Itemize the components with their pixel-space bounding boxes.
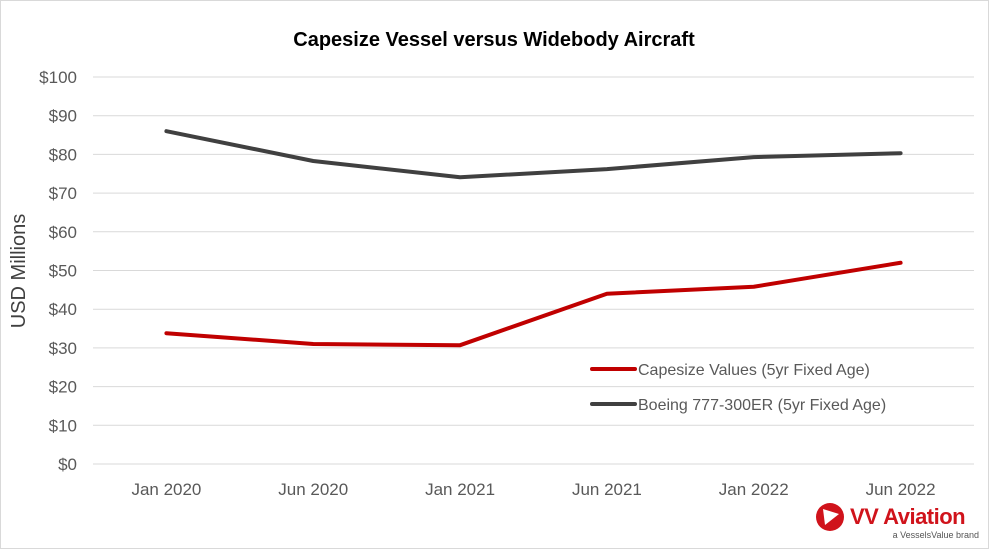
x-tick-labels: Jan 2020 Jun 2020 Jan 2021 Jun 2021 Jan 2022… — [131, 480, 935, 499]
y-tick-label: $0 — [58, 455, 77, 474]
series-line — [164, 260, 903, 348]
legend: Capesize Values (5yr Fixed Age) Boeing 77… — [590, 362, 886, 414]
y-tick-labels: $0 $10 $20 $30 $40 $50 $60 $70 $80 $90 $100 — [39, 68, 77, 474]
vv-triangle-logo-icon — [816, 503, 844, 531]
y-tick-label: $60 — [49, 223, 77, 242]
brand-name: VV Aviation — [850, 504, 965, 529]
y-tick-label: $90 — [49, 107, 77, 126]
series-lines — [164, 129, 903, 348]
y-tick-label: $80 — [49, 145, 77, 164]
gridlines — [93, 76, 974, 465]
x-tick-label: Jan 2020 — [131, 480, 201, 499]
brand-tagline: a VesselsValue brand — [893, 530, 979, 540]
y-axis-label: USD Millions — [8, 214, 30, 328]
x-tick-label: Jun 2022 — [866, 480, 936, 499]
y-tick-label: $70 — [49, 184, 77, 203]
y-tick-label: $20 — [49, 378, 77, 397]
x-tick-label: Jan 2021 — [425, 480, 495, 499]
x-tick-label: Jun 2020 — [278, 480, 348, 499]
y-tick-label: $50 — [49, 262, 77, 281]
y-tick-label: $30 — [49, 339, 77, 358]
x-tick-label: Jan 2022 — [719, 480, 789, 499]
series-line — [164, 129, 903, 180]
y-tick-label: $100 — [39, 68, 77, 87]
x-tick-label: Jun 2021 — [572, 480, 642, 499]
brand-logo: VV Aviation a VesselsValue brand — [816, 503, 979, 540]
y-tick-label: $40 — [49, 300, 77, 319]
y-tick-label: $10 — [49, 416, 77, 435]
legend-entry: Boeing 777-300ER (5yr Fixed Age) — [638, 397, 886, 414]
chart-title: Capesize Vessel versus Widebody Aircraft — [293, 29, 695, 51]
legend-entry: Capesize Values (5yr Fixed Age) — [638, 362, 870, 379]
